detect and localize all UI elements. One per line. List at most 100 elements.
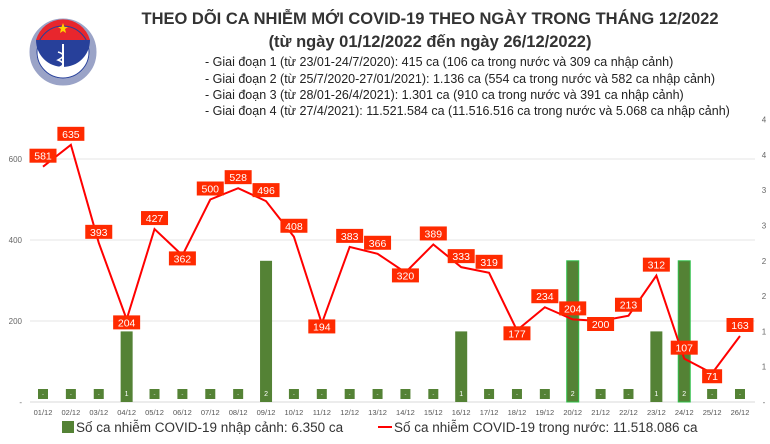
right-axis-tick: 3 [762, 222, 767, 231]
right-axis-tick: 4 [762, 116, 767, 125]
legend-item-imported: Số ca nhiễm COVID-19 nhập cảnh: 6.350 ca [62, 420, 343, 435]
bar-label: - [544, 392, 546, 398]
right-axis-tick: 3 [762, 186, 767, 195]
x-axis-label: 01/12 [34, 408, 53, 417]
bar [484, 389, 495, 399]
data-label-box [614, 297, 642, 312]
data-label-box [141, 211, 169, 226]
data-label-box [559, 301, 587, 316]
stage-note-4: - Giai đoạn 4 (từ 27/4/2021): 11.521.584… [205, 104, 730, 118]
right-axis-tick: 1 [762, 363, 767, 372]
right-axis-tick: - [763, 398, 766, 407]
data-label: 320 [397, 270, 415, 282]
data-label: 204 [118, 317, 136, 329]
x-axis-label: 02/12 [61, 408, 80, 417]
data-label: 107 [675, 343, 693, 355]
data-label: 319 [480, 257, 498, 269]
bar [707, 389, 718, 399]
left-axis-tick: 600 [9, 155, 23, 164]
data-label: 362 [174, 253, 192, 265]
bar-label: - [237, 392, 239, 398]
bar-label: - [42, 392, 44, 398]
bar-label: - [98, 392, 100, 398]
data-label-box [308, 319, 336, 334]
legend-swatch-bar [62, 421, 74, 433]
data-label: 200 [592, 319, 610, 331]
data-label-box [280, 218, 308, 233]
bar-label: 2 [264, 391, 268, 398]
bar [511, 389, 522, 399]
x-axis-label: 20/12 [563, 408, 582, 417]
x-axis-label: 14/12 [396, 408, 415, 417]
bar-label: - [739, 392, 741, 398]
bar-label: - [404, 392, 406, 398]
bar [93, 389, 104, 399]
x-axis-label: 18/12 [508, 408, 527, 417]
bar [455, 331, 468, 402]
legend-swatch-line [378, 426, 392, 428]
bar [65, 389, 76, 399]
data-label-box [29, 148, 57, 163]
bar [120, 331, 133, 402]
x-axis-label: 07/12 [201, 408, 220, 417]
x-axis-label: 05/12 [145, 408, 164, 417]
bar [149, 389, 160, 399]
data-label-box [252, 183, 280, 198]
bar [735, 389, 745, 399]
domestic-cases-line [42, 143, 741, 375]
right-axis-tick: 4 [762, 151, 767, 160]
data-label: 581 [34, 151, 52, 163]
x-axis-label: 15/12 [424, 408, 443, 417]
data-label: 496 [257, 185, 275, 197]
data-label: 163 [731, 320, 749, 332]
left-axis-tick: 200 [9, 317, 23, 326]
data-label: 366 [369, 238, 387, 250]
right-axis-tick: 1 [762, 327, 767, 336]
data-label: 194 [313, 321, 331, 333]
bar-label: - [209, 392, 211, 398]
bar-label: - [293, 392, 295, 398]
data-label: 389 [425, 228, 443, 240]
x-axis-label: 12/12 [340, 408, 359, 417]
bar [233, 389, 244, 399]
bar-label: - [349, 392, 351, 398]
bar-label: - [181, 392, 183, 398]
data-label-box [503, 326, 531, 341]
data-label: 333 [452, 251, 470, 263]
legend-item-domestic: Số ca nhiễm COVID-19 trong nước: 11.518.… [378, 420, 698, 435]
bar-label: - [627, 392, 629, 398]
x-axis-label: 17/12 [480, 408, 499, 417]
bar-label: - [600, 392, 602, 398]
bar [566, 260, 580, 403]
x-axis-label: 13/12 [368, 408, 387, 417]
data-label-box [726, 317, 754, 332]
bar-label: 1 [654, 391, 658, 398]
x-axis-label: 16/12 [452, 408, 471, 417]
data-label-box [113, 315, 141, 330]
bar [205, 389, 216, 399]
x-axis-label: 23/12 [647, 408, 666, 417]
stage-note-3: - Giai đoạn 3 (từ 28/01-26/4/2021): 1.30… [205, 88, 684, 102]
bar-label: - [432, 392, 434, 398]
legend-label-domestic: Số ca nhiễm COVID-19 trong nước: 11.518.… [394, 420, 698, 435]
bar-label: 1 [125, 391, 129, 398]
data-label: 177 [508, 328, 526, 340]
data-label: 383 [341, 231, 359, 243]
data-label-box [587, 317, 615, 331]
bar-label: - [488, 392, 490, 398]
data-label-box [531, 289, 559, 304]
bar [372, 389, 383, 399]
x-axis-label: 19/12 [535, 408, 554, 417]
data-label-box [391, 268, 419, 283]
bar [539, 389, 550, 399]
bar [288, 389, 299, 399]
bar-label: - [321, 392, 323, 398]
bar-label: 2 [571, 391, 575, 398]
data-label-box [642, 257, 670, 272]
chart-subtitle: (từ ngày 01/12/2022 đến ngày 26/12/2022) [268, 33, 592, 51]
data-label-box [364, 235, 392, 250]
bar [650, 331, 663, 402]
bar [623, 389, 634, 399]
